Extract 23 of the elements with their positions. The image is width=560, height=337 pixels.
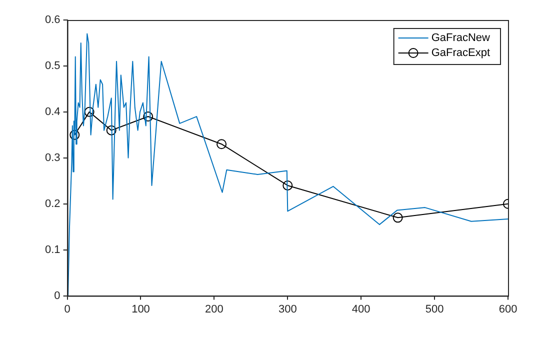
- y-tick-label: 0.3: [44, 152, 60, 164]
- x-tick-label: 100: [132, 303, 150, 316]
- y-tick-label: 0.5: [44, 60, 60, 72]
- point: [84, 106, 94, 117]
- y-tick-label: 0.1: [44, 244, 60, 256]
- point: [70, 130, 80, 140]
- y-tick-label: 0.2: [44, 198, 60, 210]
- legend-label: GaFracExpt: [431, 47, 490, 60]
- point: [392, 212, 403, 223]
- y-tick-label: 0.6: [44, 14, 60, 26]
- x-tick-label: 400: [352, 303, 370, 316]
- point: [106, 125, 116, 136]
- y-tick-label: 0.4: [44, 106, 60, 118]
- legend-label: GaFracNew: [431, 32, 490, 44]
- x-tick-label: 600: [498, 303, 518, 316]
- x-tick-label: 200: [205, 303, 224, 316]
- point: [143, 112, 154, 122]
- point: [216, 139, 227, 150]
- x-tick-label: 300: [278, 303, 297, 316]
- x-tick-label: 500: [425, 303, 444, 316]
- x-tick-label: 0: [64, 303, 70, 316]
- point: [282, 180, 293, 190]
- y-tick-label: 0: [54, 290, 60, 302]
